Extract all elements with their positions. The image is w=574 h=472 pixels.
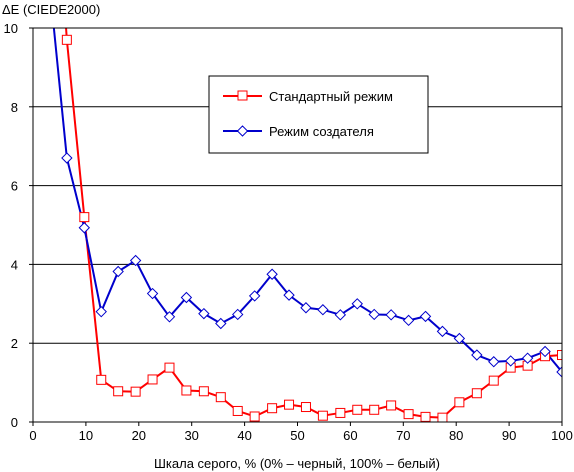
x-tick-label-70: 70 (396, 428, 410, 443)
data-point-standard-4 (113, 386, 124, 397)
data-point-creator-2 (78, 222, 91, 234)
data-point-creator-23 (436, 325, 449, 338)
data-point-standard-20 (386, 400, 397, 411)
data-point-standard-15 (300, 402, 311, 413)
data-point-standard-16 (317, 410, 328, 421)
x-tick-label-100: 100 (551, 428, 573, 443)
data-point-standard-30 (557, 350, 562, 361)
data-point-creator-17 (334, 309, 347, 321)
data-point-creator-14 (283, 289, 295, 301)
x-tick-label-0: 0 (29, 428, 36, 443)
legend-label-standard: Стандартный режим (269, 89, 393, 104)
legend-marker-creator (236, 125, 249, 137)
data-point-creator-1 (61, 152, 73, 164)
data-point-creator-18 (351, 298, 363, 310)
y-tick-label-10: 10 (4, 21, 18, 36)
data-point-standard-9 (198, 386, 209, 397)
data-point-standard-6 (147, 374, 158, 385)
data-point-creator-29 (539, 345, 551, 358)
legend-marker-standard (237, 90, 248, 101)
data-point-standard-2 (79, 212, 90, 223)
data-point-creator-6 (146, 287, 159, 300)
data-point-standard-17 (335, 407, 346, 418)
x-tick-label-40: 40 (237, 428, 251, 443)
data-point-creator-5 (129, 254, 142, 267)
data-point-standard-1 (61, 34, 72, 45)
data-point-standard-13 (267, 403, 278, 414)
data-point-creator-8 (180, 291, 193, 304)
data-point-standard-25 (471, 388, 482, 399)
x-tick-label-20: 20 (132, 428, 146, 443)
data-point-standard-14 (284, 399, 295, 410)
data-point-standard-11 (232, 405, 243, 416)
data-point-creator-4 (112, 265, 124, 278)
data-point-creator-7 (163, 311, 176, 323)
data-point-standard-5 (130, 386, 141, 397)
data-point-creator-25 (471, 349, 483, 361)
x-tick-label-50: 50 (290, 428, 304, 443)
y-tick-label-8: 8 (11, 100, 18, 115)
x-tick-label-60: 60 (343, 428, 357, 443)
data-point-creator-22 (419, 310, 432, 323)
series-markers (61, 34, 562, 422)
data-point-creator-15 (300, 302, 312, 314)
y-axis-label: ΔE (CIEDE2000) (2, 2, 100, 17)
legend-label-creator: Режим создателя (269, 124, 374, 139)
data-point-creator-11 (232, 308, 244, 321)
data-point-standard-22 (420, 411, 431, 422)
data-point-standard-3 (96, 374, 107, 385)
data-point-standard-23 (437, 412, 448, 422)
y-axis-ticks: 0 2 4 6 8 10 (4, 21, 33, 430)
x-axis-ticks: 0 10 20 30 40 50 60 70 80 90 100 (29, 422, 573, 443)
y-tick-label-4: 4 (11, 257, 18, 272)
data-point-creator-3 (95, 305, 107, 318)
legend-box (208, 75, 429, 154)
data-point-standard-26 (488, 375, 499, 386)
data-point-standard-19 (369, 404, 380, 415)
data-point-creator-24 (453, 332, 466, 345)
data-point-standard-8 (181, 385, 192, 396)
data-point-standard-21 (403, 409, 414, 420)
data-point-creator-30 (556, 366, 562, 378)
legend: Стандартный режим Режим создателя (208, 75, 429, 154)
x-tick-label-30: 30 (184, 428, 198, 443)
data-point-standard-18 (352, 404, 363, 415)
y-tick-label-0: 0 (11, 415, 18, 430)
x-axis-label: Шкала серого, % (0% – черный, 100% – бел… (154, 456, 440, 471)
data-point-standard-10 (215, 392, 226, 403)
data-point-creator-20 (385, 309, 397, 321)
data-point-standard-12 (249, 411, 260, 422)
data-point-creator-19 (368, 308, 380, 321)
data-point-creator-13 (266, 268, 278, 280)
x-tick-label-90: 90 (502, 428, 516, 443)
data-point-creator-16 (317, 304, 329, 316)
data-point-standard-24 (454, 397, 465, 408)
data-point-creator-10 (215, 317, 227, 330)
x-tick-label-10: 10 (79, 428, 93, 443)
data-point-creator-26 (488, 356, 500, 368)
y-tick-label-6: 6 (11, 179, 18, 194)
data-point-creator-27 (504, 355, 517, 367)
data-point-creator-28 (521, 352, 534, 364)
y-tick-label-2: 2 (11, 336, 18, 351)
data-point-creator-9 (198, 307, 210, 320)
data-point-creator-12 (248, 290, 261, 302)
x-tick-label-80: 80 (449, 428, 463, 443)
data-point-creator-21 (402, 314, 415, 327)
data-point-standard-7 (164, 362, 175, 373)
